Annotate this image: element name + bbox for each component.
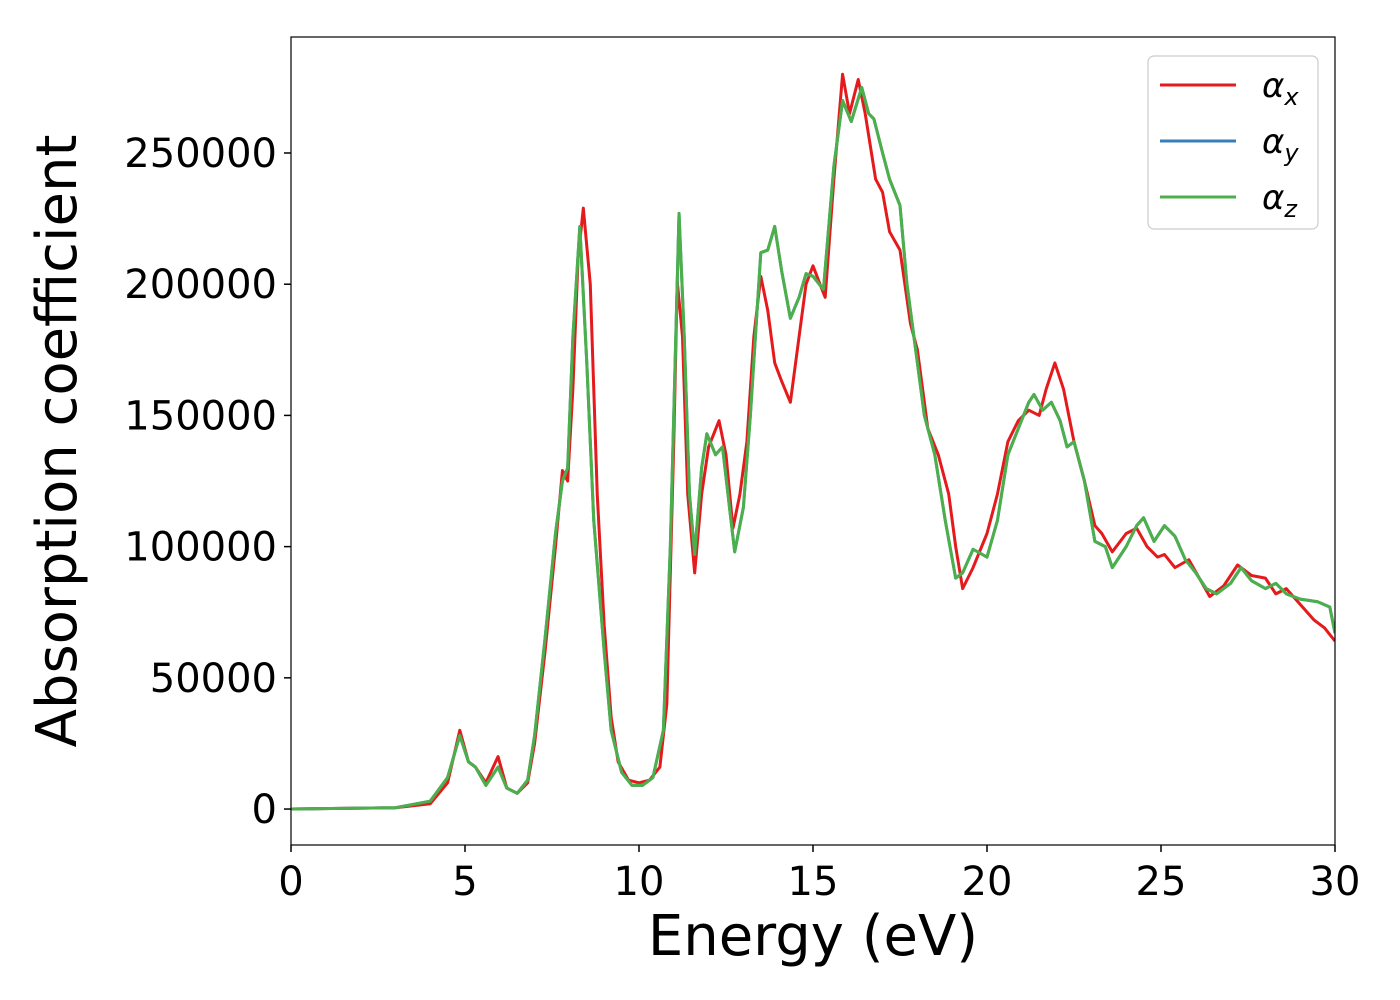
x-axis-label: Energy (eV) (648, 904, 978, 969)
legend-label: αz (1262, 178, 1298, 223)
x-tick-label: 15 (788, 859, 839, 905)
x-tick-label: 10 (614, 859, 665, 905)
x-tick-label: 25 (1136, 859, 1187, 905)
x-tick-label: 0 (278, 859, 303, 905)
x-tick-label: 30 (1310, 859, 1361, 905)
y-tick-label: 150000 (124, 393, 277, 439)
y-tick-label: 200000 (124, 262, 277, 308)
y-tick-label: 250000 (124, 131, 277, 177)
x-tick-label: 20 (962, 859, 1013, 905)
x-tick-label: 5 (452, 859, 477, 905)
y-tick-label: 100000 (124, 525, 277, 571)
y-axis-label: Absorption coefficient (25, 135, 90, 748)
data-line (291, 85, 1335, 811)
legend-label: αy (1262, 122, 1299, 167)
y-tick-label: 0 (252, 787, 277, 833)
y-tick-label: 50000 (150, 656, 277, 702)
legend-label: αx (1262, 66, 1299, 111)
axes-frame (290, 36, 1336, 846)
plot-area (291, 72, 1335, 811)
